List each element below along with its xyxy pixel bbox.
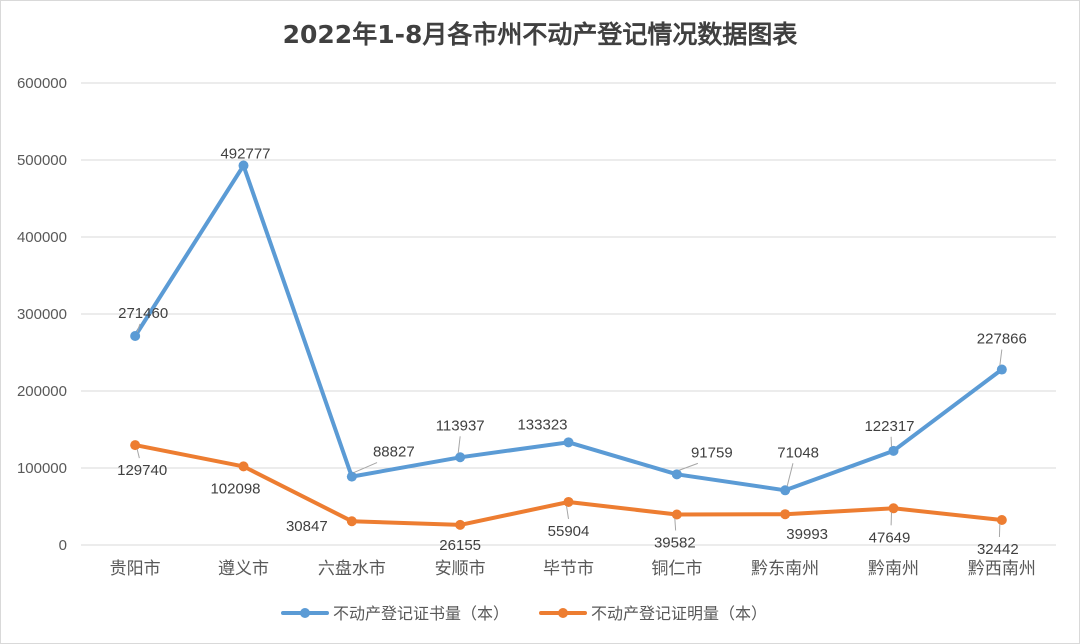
legend-label: 不动产登记证明量（本） [591, 604, 767, 623]
x-tick-label: 黔西南州 [968, 559, 1036, 579]
data-point [563, 496, 574, 507]
label-leader-line [457, 436, 461, 454]
x-tick-label: 毕节市 [543, 559, 594, 579]
x-tick-label: 安顺市 [435, 559, 486, 579]
data-point [130, 330, 141, 341]
y-tick-label: 300000 [17, 306, 67, 323]
data-point [455, 519, 466, 530]
label-leader-line [786, 463, 794, 487]
data-label: 39582 [654, 535, 696, 552]
data-point [671, 509, 682, 520]
data-label: 113937 [436, 417, 485, 434]
x-tick-label: 黔南州 [868, 559, 919, 579]
data-label: 55904 [548, 523, 590, 540]
data-label: 71048 [777, 444, 819, 461]
x-tick-label: 六盘水市 [318, 559, 386, 579]
data-label: 26155 [439, 537, 481, 554]
legend-marker [558, 608, 568, 618]
data-point [455, 452, 466, 463]
y-tick-label: 200000 [17, 383, 67, 400]
data-point [671, 469, 682, 480]
data-point [346, 516, 357, 527]
label-leader-line [674, 518, 677, 531]
data-point [238, 160, 249, 171]
y-tick-label: 600000 [17, 75, 67, 92]
data-point [888, 445, 899, 456]
x-tick-label: 黔东南州 [751, 559, 819, 579]
data-label: 39993 [786, 526, 828, 543]
data-point [996, 364, 1007, 375]
data-point [780, 485, 791, 496]
x-tick-label: 铜仁市 [651, 559, 702, 579]
label-leader-line [136, 448, 140, 459]
data-label: 133323 [517, 416, 567, 433]
data-label: 102098 [210, 480, 260, 497]
data-label: 271460 [118, 305, 168, 322]
data-point [888, 503, 899, 514]
label-leader-line [136, 323, 141, 333]
y-tick-label: 0 [59, 537, 67, 554]
data-label: 492777 [220, 146, 270, 163]
data-point [346, 471, 357, 482]
data-point [780, 509, 791, 520]
chart-title: 2022年1-8月各市州不动产登记情况数据图表 [282, 20, 798, 49]
data-label: 47649 [869, 529, 911, 546]
data-label: 227866 [977, 331, 1027, 348]
y-tick-label: 100000 [17, 460, 67, 477]
data-label: 129740 [117, 462, 167, 479]
label-leader-line [999, 349, 1003, 366]
x-tick-label: 遵义市 [218, 559, 269, 579]
y-tick-label: 500000 [17, 152, 67, 169]
y-tick-label: 400000 [17, 229, 67, 246]
data-label: 30847 [286, 518, 328, 535]
x-tick-label: 贵阳市 [110, 559, 161, 579]
data-label: 91759 [691, 444, 733, 461]
data-point [563, 437, 574, 448]
legend-label: 不动产登记证书量（本） [333, 604, 509, 623]
label-leader-line [678, 462, 699, 471]
data-point [996, 515, 1007, 526]
data-label: 32442 [977, 541, 1019, 558]
legend-marker [300, 608, 310, 618]
label-leader-line [353, 462, 378, 474]
data-label: 122317 [864, 418, 914, 435]
data-label: 88827 [373, 444, 415, 461]
label-leader-line [566, 505, 569, 520]
data-point [130, 440, 141, 451]
data-point [238, 461, 249, 472]
